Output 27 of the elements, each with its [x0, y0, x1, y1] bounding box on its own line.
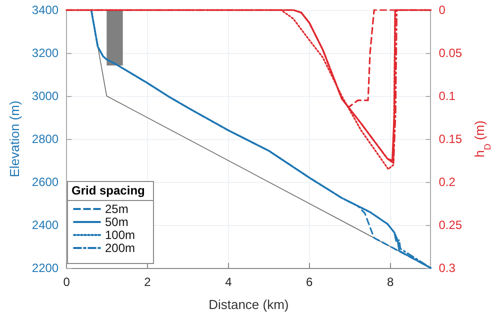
y-tick-label: 2800: [32, 132, 59, 146]
y2-tick-label: 0.3: [438, 261, 456, 275]
x-tick-label: 2: [144, 275, 152, 289]
legend-label: 100m: [105, 228, 136, 242]
legend-label: 50m: [105, 215, 128, 229]
y-tick-label: 3200: [32, 46, 59, 60]
y-axis-title: Elevation (m): [7, 100, 22, 178]
y2-tick-label: 0.15: [438, 132, 462, 146]
x-tick-label: 0: [63, 275, 70, 289]
y-tick-label: 2400: [32, 218, 59, 232]
y2-tick-label: 0: [438, 3, 446, 17]
y-tick-label: 3400: [32, 3, 59, 17]
legend-label: 200m: [105, 241, 136, 255]
x-tick-label: 8: [386, 275, 394, 289]
y2-tick-label: 0.1: [438, 89, 456, 103]
x-tick-label: 6: [306, 275, 314, 289]
y-tick-label: 2200: [32, 261, 59, 275]
y-tick-label: 2600: [32, 175, 59, 189]
x-axis-title: Distance (km): [208, 297, 289, 312]
y2-axis-title: hD (m): [472, 120, 492, 158]
y-tick-label: 3000: [32, 89, 59, 103]
x-tick-label: 4: [225, 275, 232, 289]
y2-tick-label: 0.05: [438, 46, 462, 60]
y2-tick-label: 0.25: [438, 218, 462, 232]
legend-label: 25m: [105, 202, 128, 216]
y2-tick-label: 0.2: [438, 175, 456, 189]
legend-title: Grid spacing: [72, 184, 145, 198]
